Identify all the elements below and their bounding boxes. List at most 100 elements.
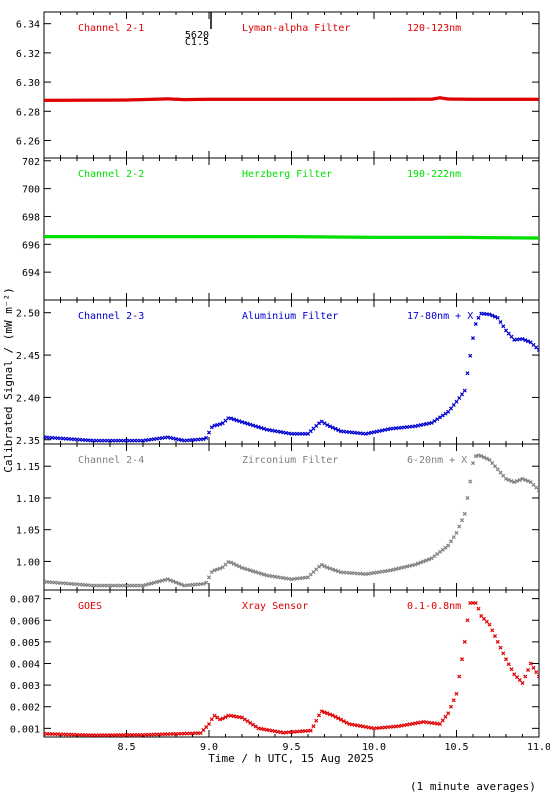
data-point bbox=[327, 566, 333, 571]
data-point bbox=[536, 488, 539, 493]
data-point bbox=[198, 731, 203, 736]
data-point bbox=[47, 235, 52, 239]
data-point bbox=[492, 464, 498, 469]
data-point bbox=[388, 235, 393, 239]
data-point bbox=[487, 312, 492, 317]
data-point bbox=[256, 726, 261, 731]
data-point bbox=[64, 235, 68, 239]
data-point bbox=[141, 235, 145, 239]
data-point bbox=[443, 411, 448, 416]
data-point bbox=[209, 569, 214, 575]
data-point bbox=[501, 473, 506, 478]
data-point bbox=[432, 418, 437, 424]
y-tick-label: 696 bbox=[22, 240, 40, 251]
data-point bbox=[366, 725, 371, 730]
data-point bbox=[75, 235, 79, 239]
data-point bbox=[228, 560, 234, 565]
data-point bbox=[446, 409, 451, 414]
data-point bbox=[185, 235, 189, 239]
data-point bbox=[421, 559, 426, 564]
data-point bbox=[410, 97, 415, 101]
data-point bbox=[330, 567, 335, 572]
data-point bbox=[415, 423, 421, 428]
data-point bbox=[520, 97, 525, 101]
data-point bbox=[308, 728, 313, 733]
data-point bbox=[336, 428, 341, 433]
data-point bbox=[231, 561, 236, 566]
data-point bbox=[135, 235, 140, 239]
data-point bbox=[418, 560, 423, 565]
data-point bbox=[330, 235, 335, 239]
data-point bbox=[110, 235, 115, 239]
data-point bbox=[248, 97, 253, 101]
data-point bbox=[473, 600, 478, 605]
data-point bbox=[333, 426, 338, 431]
data-point bbox=[273, 97, 277, 101]
data-point bbox=[460, 235, 464, 239]
data-point bbox=[380, 235, 385, 239]
x-tick-label: 10.5 bbox=[444, 742, 468, 753]
y-tick-label: 1.05 bbox=[16, 526, 40, 537]
data-point bbox=[165, 577, 170, 582]
data-point bbox=[91, 98, 96, 102]
data-point bbox=[523, 97, 528, 101]
data-point bbox=[270, 235, 275, 239]
data-point bbox=[157, 235, 162, 239]
data-point bbox=[220, 97, 225, 101]
data-point bbox=[385, 235, 390, 239]
data-point bbox=[523, 236, 528, 240]
data-point bbox=[446, 235, 451, 239]
data-point bbox=[44, 235, 46, 239]
data-point bbox=[352, 97, 357, 101]
data-point bbox=[72, 98, 77, 102]
data-point bbox=[352, 235, 357, 239]
data-point bbox=[520, 236, 525, 240]
data-point bbox=[206, 722, 212, 727]
data-point bbox=[317, 97, 321, 101]
data-point bbox=[229, 235, 233, 239]
data-point bbox=[314, 97, 319, 101]
data-point bbox=[438, 235, 442, 239]
data-point bbox=[413, 235, 418, 239]
data-point bbox=[369, 235, 374, 239]
data-point bbox=[141, 97, 145, 102]
data-point bbox=[256, 235, 261, 239]
filter-label: Herzberg Filter bbox=[242, 169, 332, 180]
data-point bbox=[435, 235, 440, 239]
data-point bbox=[534, 97, 539, 101]
data-point bbox=[61, 235, 66, 239]
data-point bbox=[498, 236, 503, 240]
data-point bbox=[124, 235, 129, 239]
data-point bbox=[267, 235, 272, 239]
data-point bbox=[267, 728, 272, 733]
data-point bbox=[402, 97, 407, 101]
data-point bbox=[394, 97, 398, 101]
data-point bbox=[537, 236, 539, 240]
data-point bbox=[454, 235, 459, 239]
data-point bbox=[88, 235, 93, 239]
data-point bbox=[259, 235, 264, 239]
data-point bbox=[72, 235, 77, 239]
data-point bbox=[327, 424, 333, 429]
channel-label: Channel 2-2 bbox=[78, 169, 144, 180]
data-point bbox=[341, 235, 346, 239]
data-point bbox=[347, 97, 352, 101]
data-point bbox=[418, 423, 423, 428]
data-point bbox=[228, 416, 234, 421]
data-point bbox=[193, 235, 198, 239]
data-point bbox=[429, 420, 434, 425]
data-point bbox=[281, 430, 286, 435]
data-point bbox=[427, 97, 431, 101]
data-point bbox=[471, 235, 475, 240]
data-point bbox=[157, 97, 162, 101]
data-point bbox=[108, 235, 112, 239]
data-point bbox=[242, 97, 247, 101]
data-point bbox=[209, 425, 214, 430]
data-point bbox=[501, 651, 506, 656]
data-point bbox=[476, 97, 481, 101]
data-point bbox=[319, 97, 324, 101]
data-point bbox=[393, 567, 399, 572]
data-point bbox=[97, 98, 101, 102]
data-point bbox=[523, 338, 528, 343]
y-tick-label: 0.004 bbox=[10, 660, 40, 671]
